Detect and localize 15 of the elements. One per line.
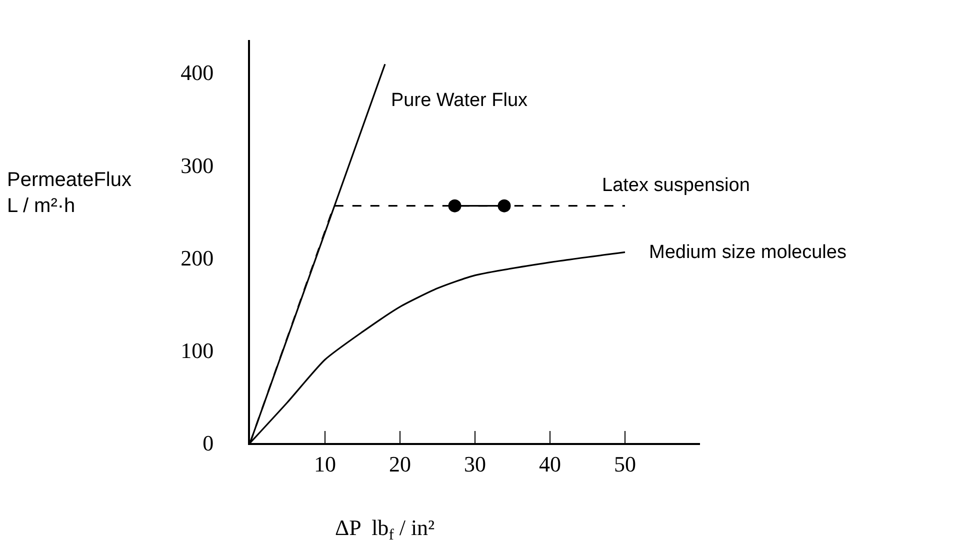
x-tick-label: 30 [464,451,486,476]
x-tick-label: 50 [614,451,636,476]
x-tick-label: 20 [389,451,411,476]
y-tick-label: 400 [180,60,214,86]
x-axis-title: ΔP lb$_{f}$ / in² [335,515,436,544]
x-tick-label: 40 [539,451,561,476]
y-axis-title: PermeateFlux L / m²·h [7,169,132,217]
series-label: Medium size molecules [649,242,846,263]
y-tick-label: 300 [180,152,214,178]
series-label: Pure Water Flux [391,90,528,111]
y-tick-label: 0 [202,430,214,456]
series-label: Latex suspension [602,175,750,196]
y-tick-label: 100 [180,338,214,364]
y-tick-label: 200 [180,245,214,270]
x-tick-label: 10 [314,451,336,476]
